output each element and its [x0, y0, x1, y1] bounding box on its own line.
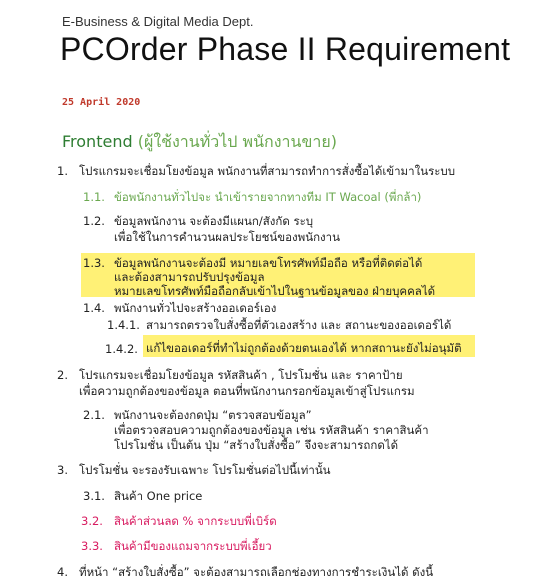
item-text: โปรโมชั่น จะรองรับเฉพาะ โปรโมชั่นต่อไปนี… — [79, 463, 331, 477]
item-number: 3. — [57, 463, 68, 477]
item-number: 1.4.2. — [105, 342, 138, 356]
document-date: 25 April 2020 — [62, 97, 141, 108]
item-number: 1.2. — [83, 214, 105, 228]
item-number: 3.1. — [83, 489, 105, 503]
item-number: 4. — [57, 565, 68, 579]
section-subtitle: (ผู้ใช้งานทั่วไป พนักงานขาย) — [137, 132, 337, 151]
item-number: 1.4.1. — [107, 318, 140, 332]
item-text: พนักงานทั่วไปจะสร้างออเดอร์เอง — [114, 301, 277, 315]
document-title: PCOrder Phase II Requirement — [60, 31, 511, 67]
item-text: ข้อมูลพนักงาน จะต้องมีแผนก/สังกัด ระบุ — [114, 214, 314, 228]
item-number: 2. — [57, 368, 68, 382]
item-text: สินค้า One price — [114, 489, 203, 503]
item-number: 1.3. — [83, 256, 105, 270]
item-number: 1.1. — [83, 190, 105, 204]
item-text: สามารถตรวจใบสั่งซื้อที่ตัวเองสร้าง และ ส… — [146, 318, 452, 332]
section-name: Frontend — [62, 132, 133, 151]
item-text: สินค้ามีของแถมจากระบบพี่เอี้ยว — [114, 539, 272, 553]
section-heading: Frontend (ผู้ใช้งานทั่วไป พนักงานขาย) — [62, 130, 337, 155]
item-text: เพื่อความถูกต้องของข้อมูล ตอนที่พนักงานก… — [79, 384, 415, 398]
department-name: E-Business & Digital Media Dept. — [62, 14, 254, 29]
item-number: 2.1. — [83, 408, 105, 422]
item-text: เพื่อใช้ในการคำนวนผลประโยชน์ของพนักงาน — [114, 230, 340, 244]
item-number: 3.3. — [81, 539, 103, 553]
item-text: หมายเลขโทรศัพท์มือถือกลับเข้าไปในฐานข้อม… — [114, 284, 436, 298]
item-text: โปรแกรมจะเชื่อมโยงข้อมูล พนักงานที่สามาร… — [79, 164, 456, 178]
item-number: 1.4. — [83, 301, 105, 315]
highlight-block — [81, 253, 475, 297]
item-text: ข้อพนักงานทั่วไปจะ นำเข้ารายจากทางทีม IT… — [114, 190, 422, 204]
item-number: 1. — [57, 164, 68, 178]
highlight-block — [143, 335, 475, 357]
item-number: 3.2. — [81, 514, 103, 528]
item-text: พนักงานจะต้องกดปุ่ม “ตรวจสอบข้อมูล” — [114, 408, 312, 422]
item-text: เพื่อตรวจสอบความถูกต้องของข้อมูล เช่น รห… — [114, 423, 429, 437]
item-text: ที่หน้า “สร้างใบสั่งซื้อ” จะต้องสามารถเล… — [79, 565, 434, 579]
item-text: ข้อมูลพนักงานจะต้องมี หมายเลขโทรศัพท์มือ… — [114, 256, 423, 270]
item-text: สินค้าส่วนลด % จากระบบพี่เบิร์ด — [114, 514, 277, 528]
item-text: และต้องสามารถปรับปรุงข้อมูล — [114, 270, 265, 284]
item-text: แก้ไขออเดอร์ที่ทำไม่ถูกต้องด้วยตนเองได้ … — [146, 341, 462, 355]
item-text: โปรโมชั่น เป็นต้น ปุ่ม “สร้างใบสั่งซื้อ”… — [114, 438, 399, 452]
item-text: โปรแกรมจะเชื่อมโยงข้อมูล รหัสสินค้า , โป… — [79, 368, 403, 382]
